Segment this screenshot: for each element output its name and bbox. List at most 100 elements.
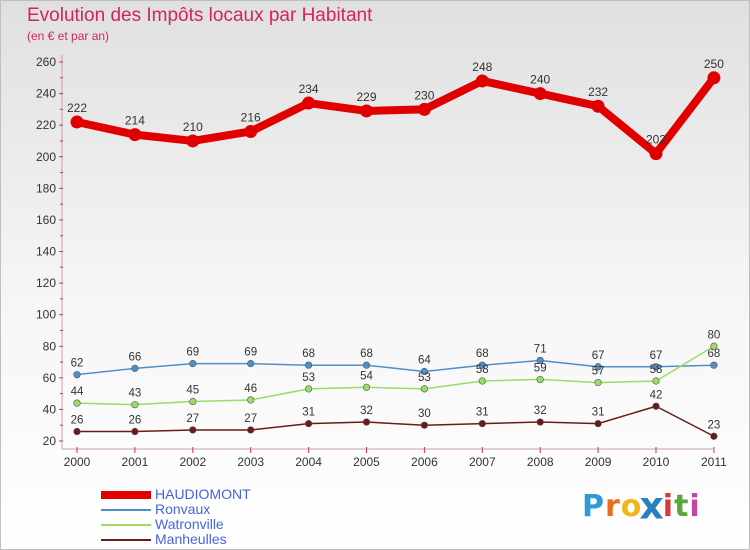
data-label: 31 [476,407,489,419]
data-label: 66 [129,351,142,363]
series-manheulles: 26 26 27 27 31 32 30 31 32 31 42 23 [71,389,720,440]
data-label: 68 [708,348,721,360]
logo-letter: x [639,484,666,529]
data-point [131,427,139,436]
data-point [594,363,602,371]
data-point [73,371,81,379]
data-point [70,115,84,129]
data-point [710,432,718,440]
data-label: 230 [414,88,434,102]
data-label: 46 [244,383,257,395]
series-line [76,359,715,376]
data-label: 240 [530,73,550,87]
data-label: 202 [646,133,666,147]
data-point [244,124,258,138]
data-label: 58 [476,364,489,376]
data-label: 68 [476,348,489,360]
x-tick-label: 2009 [585,455,612,469]
data-point [131,401,139,409]
y-tick-label: 260 [36,55,56,69]
data-label: 214 [125,114,145,128]
data-point [305,420,313,428]
series-ronvaux: 62 66 69 69 68 68 64 68 71 67 67 68 [71,343,721,379]
y-tick-label: 180 [36,181,56,195]
y-tick-label: 80 [43,339,57,353]
data-point [302,96,316,110]
y-tick-label: 200 [36,150,56,164]
data-label: 42 [650,389,663,401]
data-point [189,360,197,368]
x-tick-label: 2006 [411,455,438,469]
data-label: 69 [186,347,199,359]
x-tick-label: 2003 [237,455,264,469]
data-label: 64 [418,355,431,367]
data-point [652,402,660,410]
data-label: 58 [650,364,663,376]
y-tick-label: 40 [43,402,57,416]
data-label: 54 [360,370,373,382]
data-label: 232 [588,85,608,99]
data-point [594,420,602,428]
data-label: 27 [186,413,199,425]
x-tick-label: 2011 [701,455,727,469]
legend-label: HAUDIOMONT [155,486,251,502]
data-label: 44 [71,386,84,398]
data-point [420,421,429,429]
data-point [710,361,718,369]
y-tick-label: 160 [36,213,56,227]
x-tick-label: 2004 [295,455,322,469]
data-label: 216 [241,110,261,124]
data-point [594,378,602,387]
y-tick-label: 60 [43,371,57,385]
y-tick-label: 120 [36,276,56,290]
x-tick-label: 2000 [64,455,91,469]
data-label: 31 [302,407,315,419]
logo-letter: i [689,489,701,524]
chart-title: Evolution des Impôts locaux par Habitant [27,5,373,26]
data-point [128,128,142,142]
data-point [536,356,544,365]
data-label: 62 [71,358,84,370]
data-label: 26 [71,415,84,427]
logo-letter: r [605,489,621,524]
proxiti-logo: Proxiti [582,485,701,529]
data-label: 210 [183,120,203,134]
data-point [420,385,429,393]
series-line [76,345,715,406]
series-watronville: 44 43 45 46 53 54 53 58 59 57 58 80 [71,329,720,409]
data-point [186,134,200,148]
data-point [478,420,486,428]
x-tick-label: 2005 [353,455,380,469]
data-label: 68 [360,348,373,360]
legend-swatch [101,509,151,511]
data-point [189,397,197,406]
x-tick-label: 2010 [643,455,670,469]
data-label: 57 [592,366,605,378]
y-tick-label: 20 [43,434,57,448]
y-tick-label: 100 [36,308,56,322]
data-point [652,377,660,385]
data-point [707,71,721,85]
data-point [475,74,489,88]
data-label: 31 [592,407,605,419]
legend-swatch [101,539,151,541]
data-label: 45 [186,385,199,397]
data-label: 27 [244,413,257,425]
data-point [131,364,139,372]
series-line [76,405,715,438]
data-point [417,102,431,116]
data-label: 250 [704,57,724,71]
data-point [362,418,371,426]
x-tick-label: 2002 [179,455,206,469]
data-point [649,147,663,161]
legend-label: Watronville [155,516,224,532]
data-point [533,87,547,101]
data-point [478,377,486,385]
y-tick-label: 220 [36,118,56,132]
series-line [73,73,718,158]
data-point [189,426,197,434]
data-label: 26 [129,415,142,427]
data-point [73,427,81,436]
data-label: 53 [418,372,431,384]
